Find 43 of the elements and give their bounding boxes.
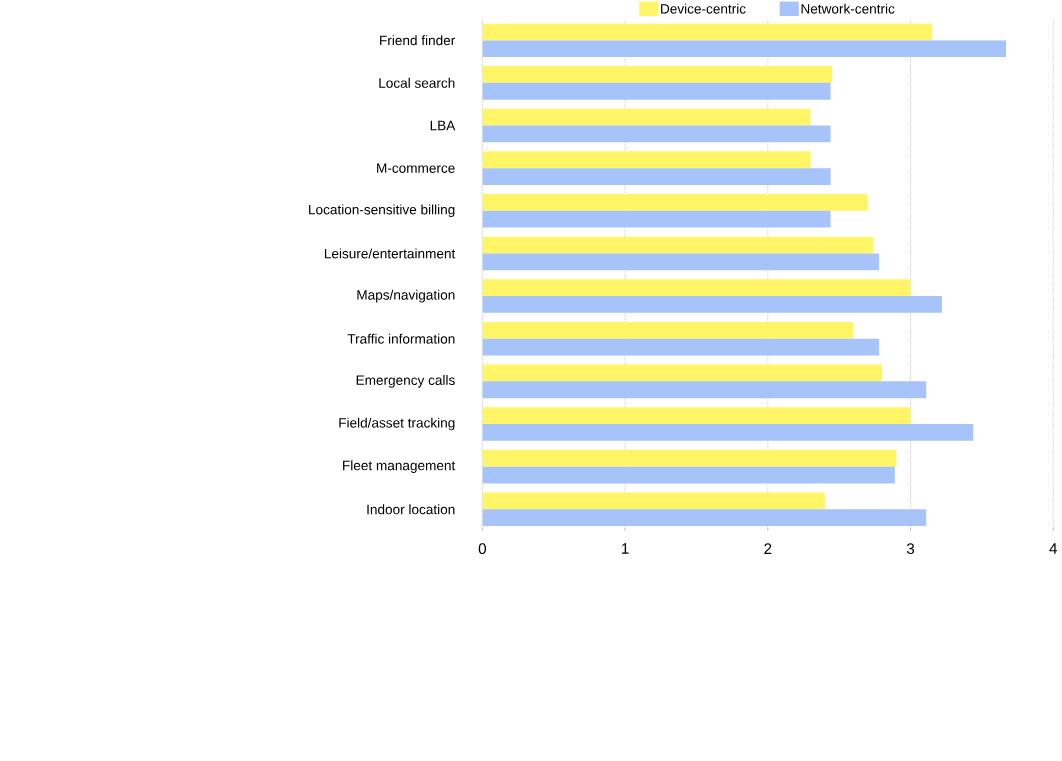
y-tick-label: Local search <box>379 77 455 88</box>
x-tick-label: 3 <box>906 543 915 555</box>
y-tick-label: M-commerce <box>377 163 455 173</box>
bar <box>482 40 1007 58</box>
bar <box>482 364 882 382</box>
bar <box>482 82 831 100</box>
bar <box>482 210 831 228</box>
bar <box>482 279 911 297</box>
bar <box>482 296 942 313</box>
bar <box>482 66 833 83</box>
y-tick-label: Traffic information <box>347 333 455 344</box>
bar <box>482 424 974 441</box>
bar <box>482 509 927 527</box>
x-tick-label: 0 <box>478 543 487 555</box>
bar <box>482 236 874 254</box>
bar <box>482 151 811 169</box>
x-tick-label: 1 <box>622 543 629 554</box>
bar <box>482 381 927 399</box>
legend-label: Device-centric <box>661 3 746 14</box>
bar <box>482 23 932 41</box>
x-tick-label: 4 <box>1049 543 1058 554</box>
y-tick-label: Field/asset tracking <box>339 417 455 431</box>
bar <box>482 492 825 510</box>
bar <box>482 108 811 126</box>
bar <box>482 321 854 339</box>
y-tick-label: Indoor location <box>367 504 455 515</box>
bar <box>482 466 895 484</box>
y-tick-label: Location-sensitive billing <box>309 204 455 218</box>
bar <box>482 407 911 425</box>
x-tick-label: 2 <box>764 543 772 554</box>
y-tick-label: Fleet management <box>343 460 456 474</box>
y-tick-label: Friend finder <box>380 35 456 46</box>
bar <box>482 253 880 271</box>
y-tick-label: Leisure/entertainment <box>324 248 456 259</box>
bar <box>482 168 831 185</box>
bar <box>482 449 897 467</box>
y-tick-label: Emergency calls <box>356 375 455 388</box>
legend-label: Network-centric <box>801 3 895 14</box>
bar <box>482 125 831 143</box>
y-tick-label: Maps/navigation <box>357 289 455 303</box>
bar <box>482 338 880 356</box>
y-tick-label: LBA <box>430 120 456 131</box>
bar <box>482 194 868 211</box>
